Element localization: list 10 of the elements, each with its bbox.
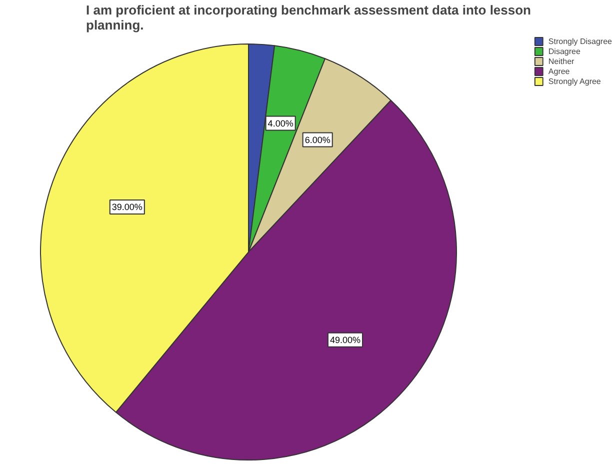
data-label: 49.00% [330, 334, 361, 345]
legend-label: Agree [548, 66, 570, 76]
data-label: 6.00% [304, 134, 330, 145]
data-label: 4.00% [268, 118, 294, 128]
chart-title: I am proficient at incorporating benchmark assessment data into lesson planning. [86, 2, 532, 32]
data-label: 39.00% [112, 202, 142, 212]
legend-label: Disagree [548, 46, 580, 56]
legend-label: Strongly Agree [548, 76, 601, 86]
legend-label: Neither [548, 56, 574, 66]
legend-label: Strongly Disagree [548, 36, 612, 46]
